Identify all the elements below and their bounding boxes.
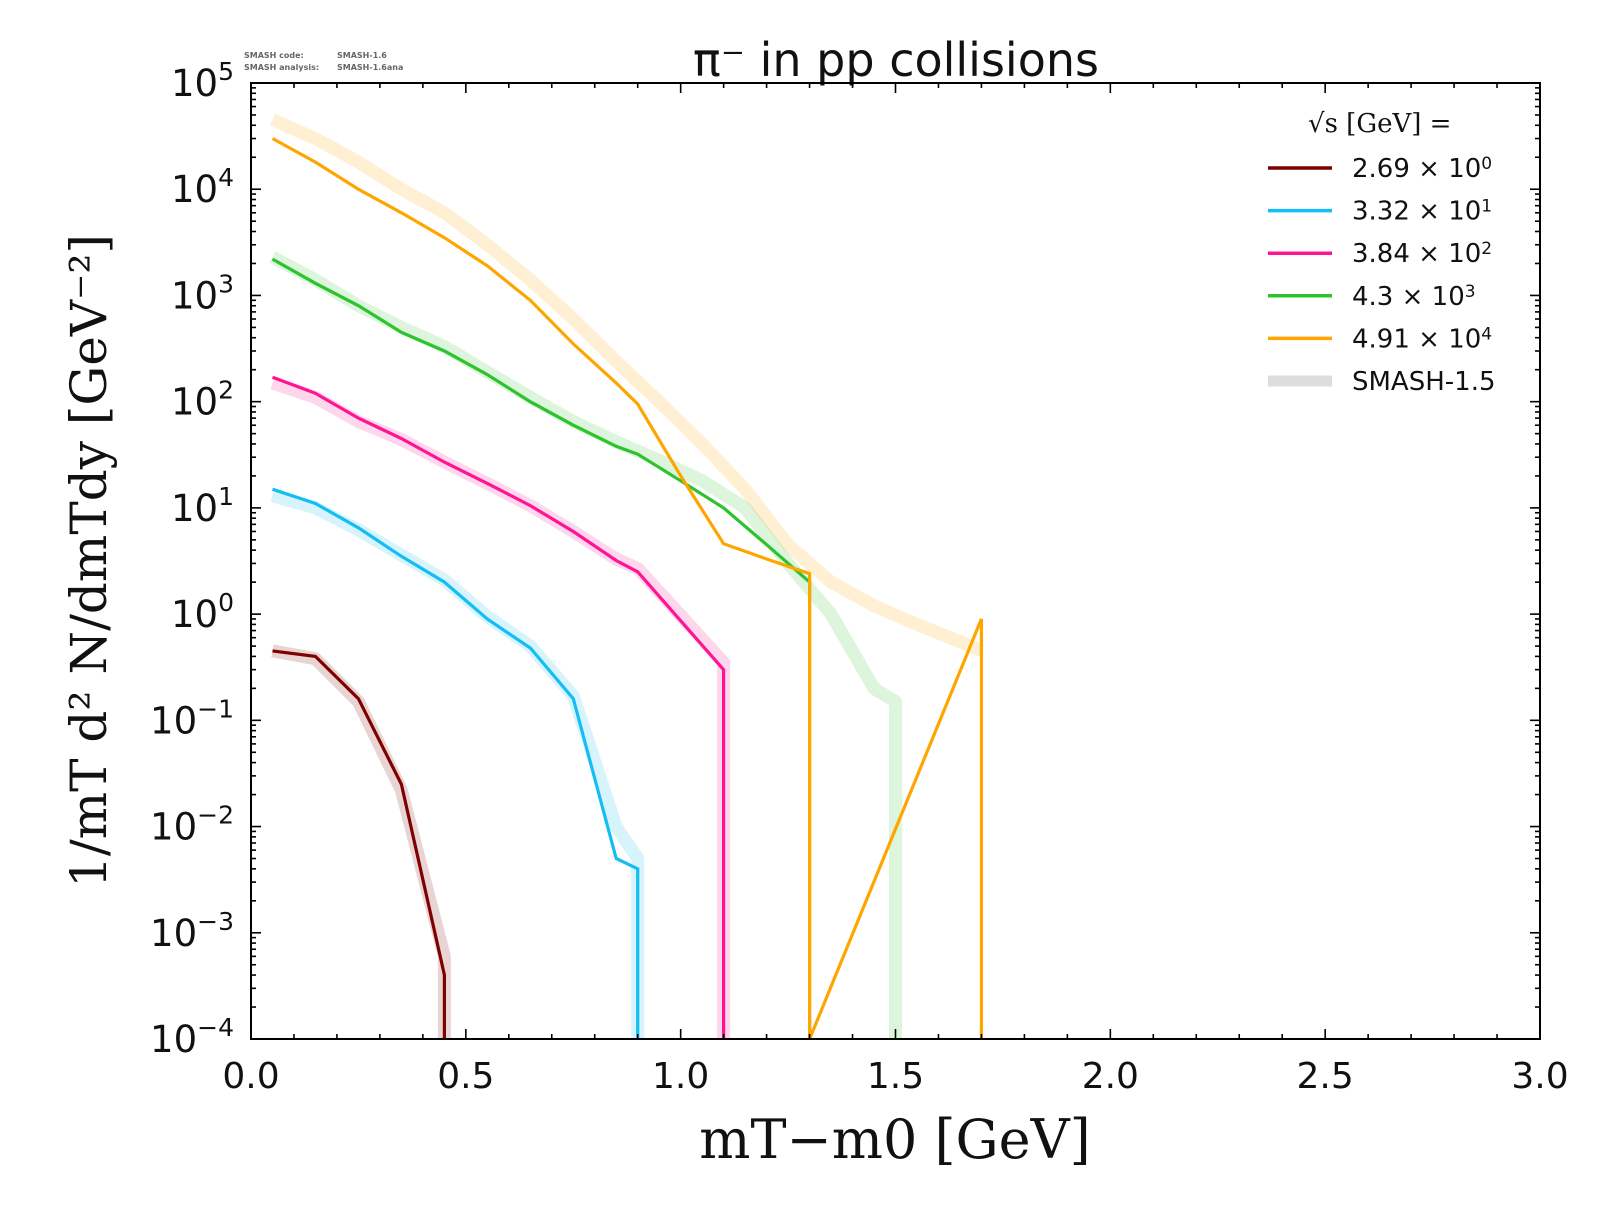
y-tick-label-8: 10−3 <box>150 907 234 955</box>
series-line-1 <box>271 487 640 1039</box>
x-axis-label: mT−m0 [GeV] <box>699 1108 1090 1171</box>
legend-label-0: 2.69 × 100 <box>1352 154 1492 184</box>
legend-label-1: 3.32 × 101 <box>1352 197 1492 227</box>
y-tick-label-0: 105 <box>171 57 234 105</box>
reference-band-1 <box>270 489 645 1039</box>
y-tick-exponent: 5 <box>218 57 234 86</box>
series-line-2 <box>271 375 726 1039</box>
legend-label-3: 4.3 × 103 <box>1352 282 1476 312</box>
x-tick-labels: 0.0 0.5 1.0 1.5 2.0 2.5 3.0 <box>222 1056 1568 1097</box>
series-line-4 <box>271 137 984 1040</box>
y-tick-base: 10 <box>171 274 218 317</box>
legend-mantissa: 3.84 × 10 <box>1352 239 1481 269</box>
x-tick-label-5: 2.5 <box>1297 1056 1354 1097</box>
x-tick-label-3: 1.5 <box>867 1056 924 1097</box>
legend-label-4: 4.91 × 104 <box>1352 324 1492 354</box>
axis-ticks <box>250 82 1541 1040</box>
y-tick-exponent: 4 <box>218 163 234 192</box>
y-tick-base: 10 <box>150 912 197 955</box>
y-tick-exponent: 1 <box>218 482 234 511</box>
legend: √s [GeV] = 2.69 × 100 3.32 × 101 3.84 × 10… <box>1268 109 1496 397</box>
legend-label-2: 3.84 × 102 <box>1352 239 1492 269</box>
header-note-line2-value: SMASH-1.6ana <box>337 63 403 72</box>
y-tick-exponent: 3 <box>218 269 234 298</box>
y-tick-label-6: 10−1 <box>150 694 234 742</box>
x-tick-label-2: 1.0 <box>652 1056 709 1097</box>
y-tick-label-1: 104 <box>171 163 234 211</box>
reference-band-3 <box>269 251 902 1039</box>
header-note: SMASH code: SMASH-1.6 SMASH analysis: SM… <box>244 51 403 72</box>
y-tick-label-9: 10−4 <box>150 1013 234 1061</box>
header-note-line1-label: SMASH code: <box>244 51 304 60</box>
series-line-3 <box>271 257 812 1039</box>
y-tick-base: 10 <box>150 1018 197 1061</box>
legend-mantissa: 4.91 × 10 <box>1352 324 1481 354</box>
x-tick-label-1: 0.5 <box>437 1056 494 1097</box>
y-tick-base: 10 <box>171 168 218 211</box>
y-tick-label-4: 101 <box>171 482 234 530</box>
legend-title: √s [GeV] = <box>1308 109 1451 139</box>
y-tick-base: 10 <box>150 806 197 849</box>
y-tick-label-7: 10−2 <box>150 801 234 849</box>
y-tick-base: 10 <box>171 62 218 105</box>
y-tick-label-2: 103 <box>171 269 234 317</box>
y-tick-base: 10 <box>171 381 218 424</box>
series-line-0 <box>272 649 446 1039</box>
y-tick-exponent: −2 <box>197 801 234 830</box>
header-note-line1-value: SMASH-1.6 <box>337 51 387 60</box>
legend-exponent: 3 <box>1465 282 1476 302</box>
x-tick-label-0: 0.0 <box>222 1056 279 1097</box>
legend-mantissa: 4.3 × 10 <box>1352 282 1465 312</box>
y-tick-exponent: 0 <box>218 588 234 617</box>
y-axis-label: 1/mT d² N/dmTdy [GeV⁻²] <box>60 234 118 888</box>
legend-mantissa: 3.32 × 10 <box>1352 197 1481 227</box>
legend-exponent: 1 <box>1481 197 1492 217</box>
legend-exponent: 4 <box>1481 324 1492 344</box>
header-note-line2-label: SMASH analysis: <box>244 63 319 72</box>
legend-mantissa: 2.69 × 10 <box>1352 154 1481 184</box>
y-tick-base: 10 <box>150 699 197 742</box>
y-tick-exponent: −3 <box>197 907 234 936</box>
legend-label-reference: SMASH-1.5 <box>1352 367 1496 397</box>
legend-exponent: 2 <box>1481 239 1492 259</box>
y-tick-base: 10 <box>171 487 218 530</box>
y-tick-exponent: −1 <box>197 694 234 723</box>
reference-band-4 <box>269 113 984 657</box>
x-tick-label-4: 2.0 <box>1082 1056 1139 1097</box>
data-series <box>271 137 984 1040</box>
x-tick-label-6: 3.0 <box>1511 1056 1568 1097</box>
y-tick-base: 10 <box>171 593 218 636</box>
chart-title: π⁻ in pp collisions <box>693 33 1099 87</box>
y-tick-exponent: −4 <box>197 1013 234 1042</box>
legend-exponent: 0 <box>1481 154 1492 174</box>
y-tick-exponent: 2 <box>218 376 234 405</box>
y-tick-label-3: 102 <box>171 376 234 424</box>
y-tick-label-5: 100 <box>171 588 234 636</box>
